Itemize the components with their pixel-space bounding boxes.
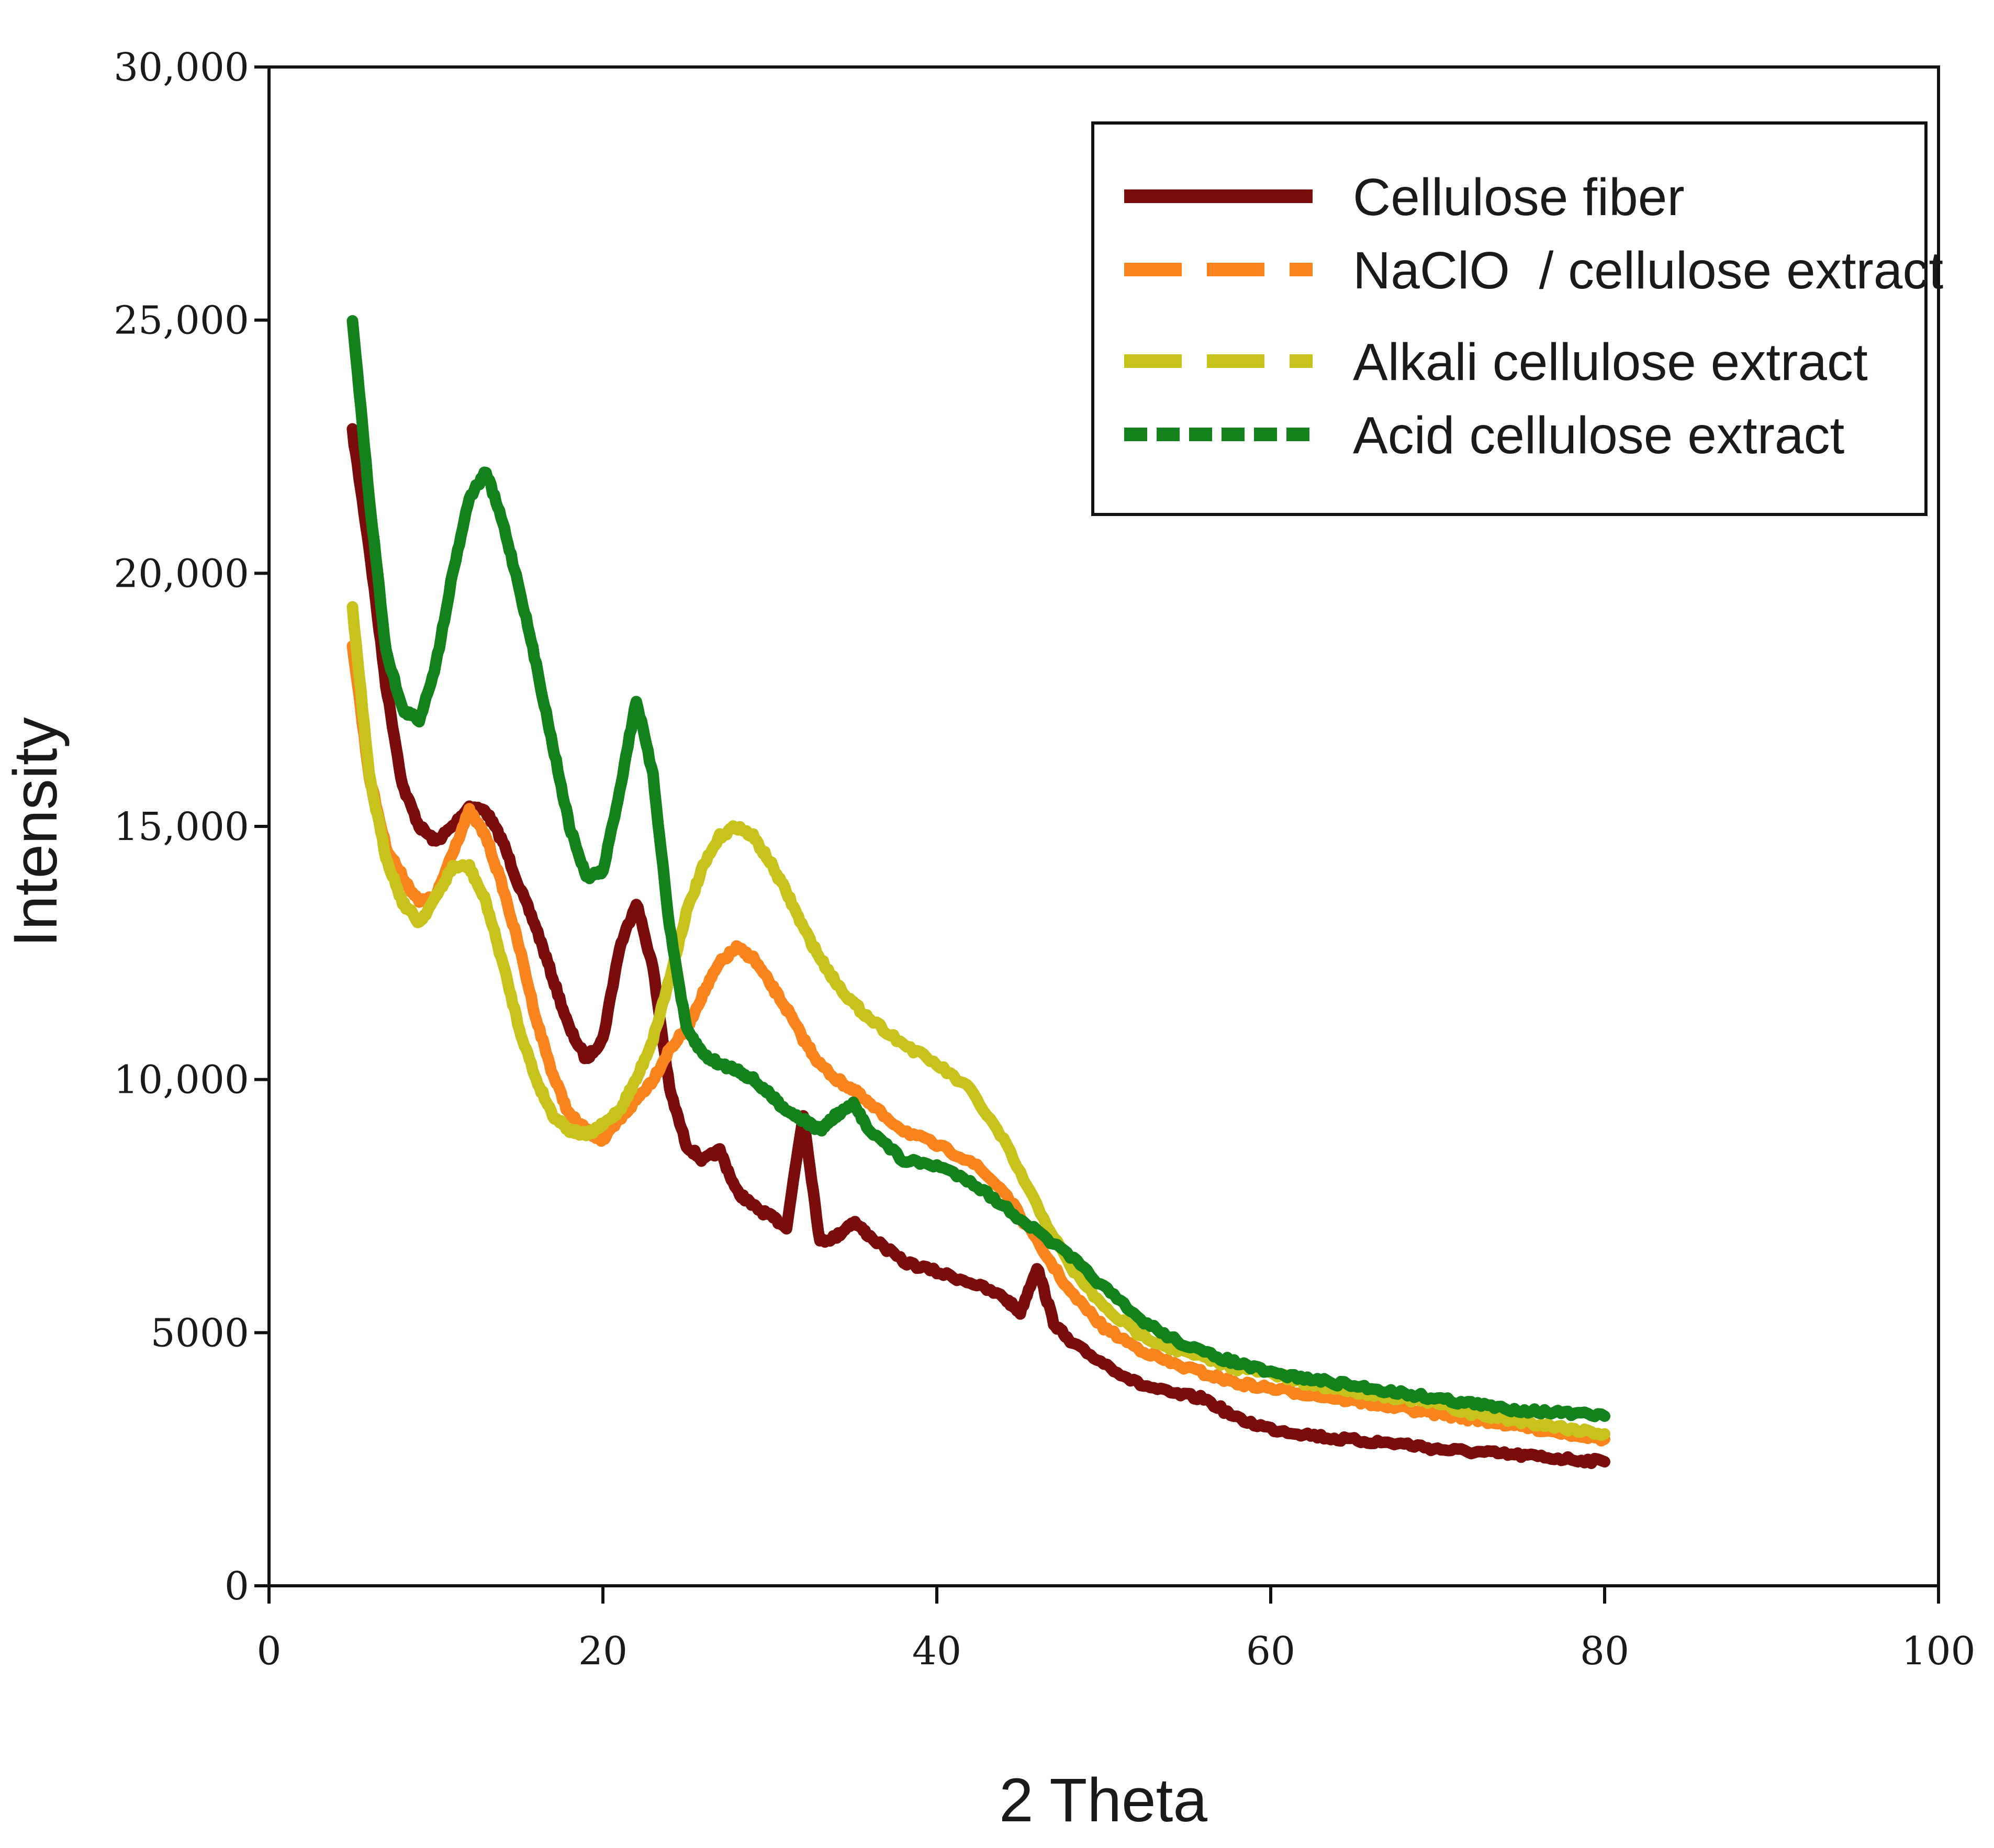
legend-label-alkali-cellulose-extract: Alkali cellulose extract bbox=[1353, 333, 1868, 391]
legend-label-cellulose-fiber: Cellulose fiber bbox=[1353, 168, 1685, 227]
series-line-cellulose-fiber bbox=[346, 423, 1610, 1469]
x-tick-label-2: 40 bbox=[912, 1629, 961, 1674]
y-tick-label-6: 30,000 bbox=[114, 45, 249, 90]
series-layer bbox=[346, 315, 1610, 1469]
ticks-layer: 0 20 40 60 80 100 0 5000 10,000 15,000 20,000 25,00… bbox=[114, 45, 1976, 1674]
y-tick-label-4: 20,000 bbox=[114, 551, 249, 596]
x-tick-label-4: 80 bbox=[1580, 1629, 1629, 1674]
x-tick-label-5: 100 bbox=[1901, 1629, 1975, 1674]
x-tick-label-1: 20 bbox=[578, 1629, 628, 1674]
series-line-naclo-cellulose-extract bbox=[346, 640, 1610, 1447]
y-tick-label-5: 25,000 bbox=[114, 298, 249, 343]
legend: Cellulose fiber NaClO / cellulose extract… bbox=[1091, 121, 1943, 516]
legend-label-naclo-cellulose-extract: NaClO / cellulose extract bbox=[1353, 241, 1943, 300]
y-tick-label-2: 10,000 bbox=[114, 1058, 249, 1103]
y-axis-title: Intensity bbox=[1, 717, 70, 947]
x-tick-label-0: 0 bbox=[256, 1629, 281, 1674]
legend-label-acid-cellulose-extract: Acid cellulose extract bbox=[1353, 406, 1845, 465]
y-tick-label-3: 15,000 bbox=[114, 804, 249, 849]
x-axis-title: 2 Theta bbox=[999, 1766, 1207, 1835]
series-line-acid-cellulose-extract bbox=[346, 315, 1610, 1423]
y-tick-label-1: 5000 bbox=[151, 1311, 249, 1356]
legend-box bbox=[1091, 121, 1928, 516]
x-tick-label-3: 60 bbox=[1246, 1629, 1295, 1674]
y-tick-label-0: 0 bbox=[225, 1564, 249, 1609]
